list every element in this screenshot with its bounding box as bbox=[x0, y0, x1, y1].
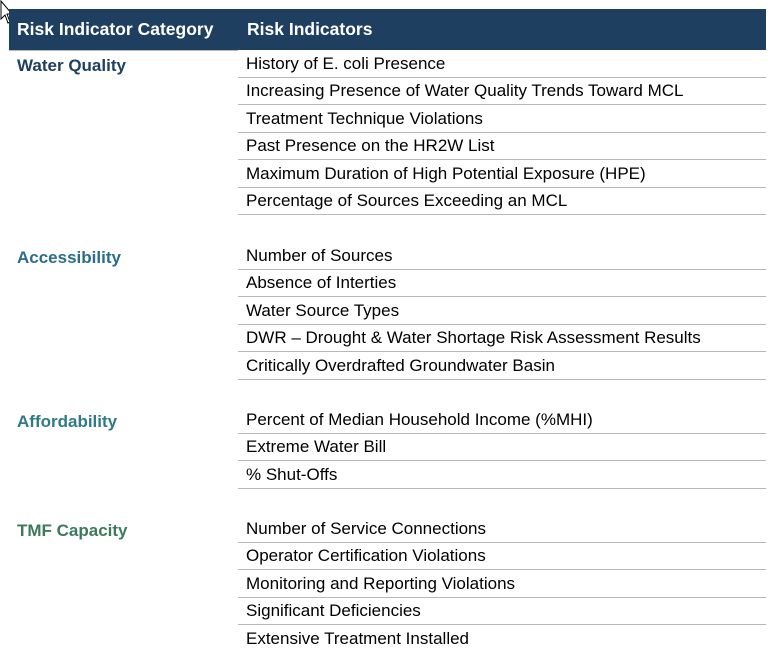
indicator-label: Number of Service Connections bbox=[246, 519, 487, 538]
table-row: Extensive Treatment Installed bbox=[238, 626, 766, 653]
indicator-label: Extreme Water Bill bbox=[246, 437, 387, 456]
table-row: Increasing Presence of Water Quality Tre… bbox=[238, 78, 766, 105]
table-row: Treatment Technique Violations bbox=[238, 106, 766, 133]
table-row: Percentage of Sources Exceeding an MCL bbox=[238, 188, 766, 215]
table-row: Maximum Duration of High Potential Expos… bbox=[238, 161, 766, 188]
table-row: % Shut-Offs bbox=[238, 462, 766, 489]
table-row: Extreme Water Bill bbox=[238, 434, 766, 461]
category-water-quality: Water Quality bbox=[17, 56, 126, 75]
table-row: Water Source Types bbox=[238, 298, 766, 325]
table-row: History of E. coli Presence bbox=[238, 51, 766, 78]
indicator-label: % Shut-Offs bbox=[246, 465, 338, 484]
divider bbox=[9, 50, 238, 51]
indicator-label: Percentage of Sources Exceeding an MCL bbox=[246, 191, 568, 210]
indicator-label: Increasing Presence of Water Quality Tre… bbox=[246, 81, 684, 100]
table-row: Number of Sources bbox=[238, 243, 766, 270]
table-row: Operator Certification Violations bbox=[238, 543, 766, 570]
header-indicators: Risk Indicators bbox=[247, 19, 373, 39]
table-row: Critically Overdrafted Groundwater Basin bbox=[238, 353, 766, 380]
indicator-label: Number of Sources bbox=[246, 246, 393, 265]
table-row: Past Presence on the HR2W List bbox=[238, 133, 766, 160]
indicator-label: Extensive Treatment Installed bbox=[246, 629, 470, 648]
table-row: Number of Service Connections bbox=[238, 516, 766, 543]
indicator-label: Water Source Types bbox=[246, 301, 400, 320]
indicator-label: Maximum Duration of High Potential Expos… bbox=[246, 164, 646, 183]
table-row: Absence of Interties bbox=[238, 270, 766, 297]
category-affordability: Affordability bbox=[17, 412, 118, 431]
indicator-label: Critically Overdrafted Groundwater Basin bbox=[246, 356, 555, 375]
indicator-label: Monitoring and Reporting Violations bbox=[246, 574, 516, 593]
indicator-label: History of E. coli Presence bbox=[246, 54, 446, 73]
indicator-label: DWR – Drought & Water Shortage Risk Asse… bbox=[246, 328, 701, 347]
header-category: Risk Indicator Category bbox=[17, 19, 214, 39]
table-row: Significant Deficiencies bbox=[238, 598, 766, 625]
indicator-label: Past Presence on the HR2W List bbox=[246, 136, 495, 155]
indicator-label: Absence of Interties bbox=[246, 273, 397, 292]
table-row: Percent of Median Household Income (%MHI… bbox=[238, 407, 766, 434]
indicator-label: Significant Deficiencies bbox=[246, 601, 421, 620]
category-accessibility: Accessibility bbox=[17, 248, 121, 267]
indicator-label: Percent of Median Household Income (%MHI… bbox=[246, 410, 593, 429]
category-tmf-capacity: TMF Capacity bbox=[17, 521, 128, 540]
indicator-label: Treatment Technique Violations bbox=[246, 109, 483, 128]
table-row: Monitoring and Reporting Violations bbox=[238, 571, 766, 598]
table-row: DWR – Drought & Water Shortage Risk Asse… bbox=[238, 325, 766, 352]
indicator-label: Operator Certification Violations bbox=[246, 546, 486, 565]
table-header: Risk Indicator Category Risk Indicators bbox=[9, 9, 766, 50]
